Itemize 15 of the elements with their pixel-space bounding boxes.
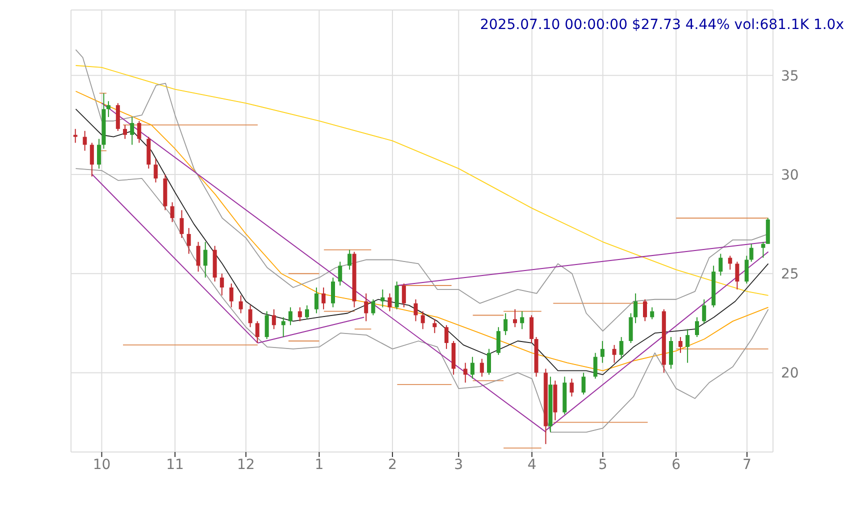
x-tick-label: 5 (598, 456, 608, 473)
y-tick-label: 25 (781, 266, 799, 283)
x-tick-label: 11 (166, 456, 184, 473)
x-tick-label: 7 (742, 456, 752, 473)
x-tick-label: 6 (672, 456, 681, 473)
y-tick-label: 30 (781, 167, 799, 184)
text: 2025.07.10 00:00:00 $27.73 4.44% vol:681.1K 1.0x (480, 17, 844, 33)
x-tick-label: 3 (454, 456, 464, 473)
x-tick-label: 4 (527, 456, 536, 473)
y-tick-label: 20 (781, 366, 799, 382)
x-tick-label: 1 (314, 456, 324, 473)
x-tick-label: 2 (388, 456, 397, 473)
x-tick-label: 10 (92, 456, 111, 473)
y-tick-label: 35 (781, 68, 799, 84)
x-tick-label: 12 (236, 456, 255, 473)
